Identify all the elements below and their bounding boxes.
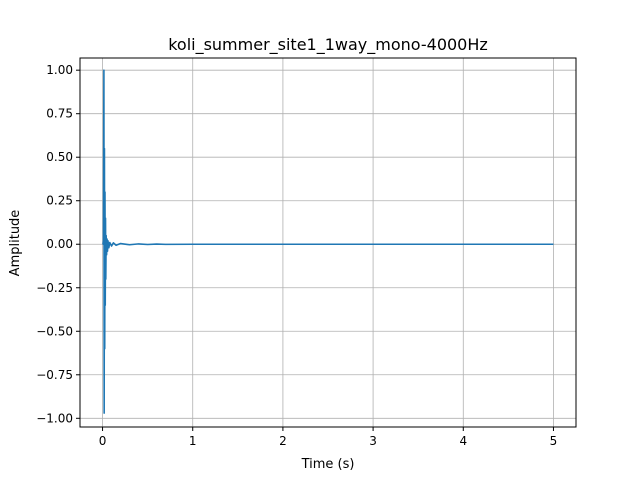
x-tick-label: 1 <box>189 434 197 448</box>
y-axis-label: Amplitude <box>8 210 23 277</box>
y-tick-label: −0.25 <box>36 281 73 295</box>
y-tick-label: 0.75 <box>46 107 73 121</box>
x-tick-label: 5 <box>550 434 558 448</box>
amplitude-series-line <box>102 69 554 414</box>
y-axis-ticks: −1.00 −0.75 −0.50 −0.25 0.00 0.25 0.50 0.75 1.00 <box>36 63 80 425</box>
y-tick-label: 0.00 <box>46 237 73 251</box>
x-axis-ticks: 0 1 2 3 4 5 <box>99 427 558 448</box>
axes-frame <box>79 57 577 428</box>
y-tick-label: −1.00 <box>36 411 73 425</box>
y-tick-label: 0.25 <box>46 194 73 208</box>
x-tick-label: 2 <box>279 434 287 448</box>
chart-title: koli_summer_site1_1way_mono-4000Hz <box>168 35 488 55</box>
plot-series <box>102 69 554 414</box>
x-axis-label: Time (s) <box>301 457 355 472</box>
y-tick-label: −0.50 <box>36 324 73 338</box>
x-tick-label: 0 <box>99 434 107 448</box>
y-tick-label: 1.00 <box>46 63 73 77</box>
y-tick-label: 0.50 <box>46 150 73 164</box>
x-tick-label: 4 <box>459 434 467 448</box>
x-tick-label: 3 <box>369 434 377 448</box>
y-tick-label: −0.75 <box>36 368 73 382</box>
